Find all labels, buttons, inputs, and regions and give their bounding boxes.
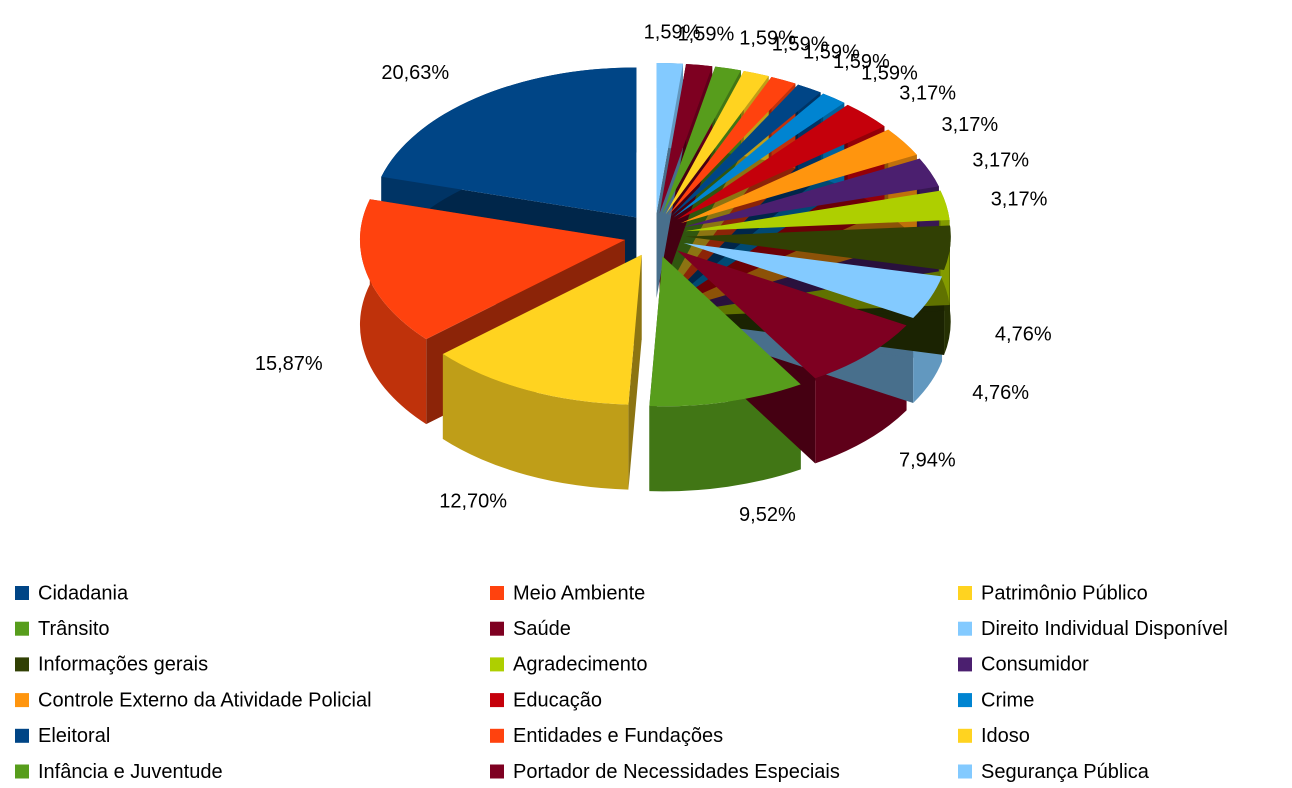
slice bbox=[685, 225, 951, 271]
slice bbox=[671, 84, 821, 217]
legend-label: Trânsito bbox=[38, 618, 110, 640]
legend-swatch bbox=[490, 586, 504, 600]
data-label: 1,59% bbox=[644, 22, 701, 44]
data-label: 12,70% bbox=[439, 490, 507, 512]
slice bbox=[649, 256, 801, 407]
slice bbox=[668, 77, 796, 216]
legend-item: Agradecimento bbox=[490, 654, 648, 676]
legend-swatch bbox=[15, 586, 29, 600]
legend-item: Direito Individual Disponível bbox=[958, 618, 1228, 640]
legend-label: Eleitoral bbox=[38, 725, 110, 747]
legend-item: Crime bbox=[958, 689, 1034, 711]
legend-label: Cidadania bbox=[38, 582, 129, 604]
legend-item: Cidadania bbox=[15, 582, 129, 604]
legend-item: Patrimônio Público bbox=[958, 582, 1148, 604]
slice bbox=[677, 104, 885, 220]
legend-label: Crime bbox=[981, 689, 1034, 711]
pie-tops bbox=[359, 63, 951, 407]
data-label: 3,17% bbox=[941, 114, 998, 136]
data-label: 3,17% bbox=[991, 188, 1048, 210]
legend-label: Idoso bbox=[981, 725, 1030, 747]
legend-label: Educação bbox=[513, 689, 602, 711]
legend-item: Meio Ambiente bbox=[490, 582, 645, 604]
slice bbox=[665, 71, 769, 215]
data-label: 3,17% bbox=[972, 150, 1029, 172]
slice bbox=[662, 66, 741, 214]
slice bbox=[359, 199, 625, 340]
data-label: 1,59% bbox=[739, 28, 796, 50]
slice bbox=[442, 254, 642, 405]
legend-label: Direito Individual Disponível bbox=[981, 618, 1228, 640]
data-label: 7,94% bbox=[899, 449, 956, 471]
legend-swatch bbox=[958, 621, 972, 636]
legend-label: Patrimônio Público bbox=[981, 582, 1148, 604]
slice bbox=[683, 158, 939, 227]
legend-label: Consumidor bbox=[981, 654, 1089, 676]
legend-swatch bbox=[15, 764, 29, 779]
legend-item: Consumidor bbox=[958, 654, 1089, 676]
legend-swatch bbox=[490, 764, 504, 779]
legend-swatch bbox=[490, 728, 504, 743]
data-label: 4,76% bbox=[972, 382, 1029, 404]
data-label: 3,17% bbox=[899, 82, 956, 104]
slice bbox=[677, 250, 907, 379]
legend-label: Controle Externo da Atividade Policial bbox=[38, 689, 372, 711]
legend-swatch bbox=[958, 693, 972, 708]
slice bbox=[381, 67, 637, 218]
data-label: 1,59% bbox=[772, 34, 829, 56]
legend-swatch bbox=[958, 728, 972, 743]
legend-label: Informações gerais bbox=[38, 654, 208, 676]
legend-swatch bbox=[15, 657, 29, 672]
data-label: 4,76% bbox=[995, 323, 1052, 345]
legend-swatch bbox=[958, 764, 972, 779]
legend-swatch bbox=[490, 621, 504, 636]
legend-swatch bbox=[490, 657, 504, 672]
legend-label: Agradecimento bbox=[513, 654, 648, 676]
slice bbox=[685, 190, 950, 232]
legend-item: Infância e Juventude bbox=[15, 761, 223, 783]
legend-item: Saúde bbox=[490, 618, 571, 640]
legend-label: Portador de Necessidades Especiais bbox=[513, 761, 840, 783]
data-label: 9,52% bbox=[739, 504, 796, 526]
slice bbox=[659, 63, 713, 214]
legend-swatch bbox=[15, 728, 29, 743]
legend-label: Saúde bbox=[513, 618, 571, 640]
legend-item: Portador de Necessidades Especiais bbox=[490, 761, 840, 783]
legend-item: Controle Externo da Atividade Policial bbox=[15, 689, 372, 711]
legend-swatch bbox=[15, 693, 29, 708]
data-label: 15,87% bbox=[255, 353, 323, 375]
data-label: 1,59% bbox=[803, 41, 860, 63]
slice bbox=[656, 63, 683, 214]
legend-swatch bbox=[490, 693, 504, 708]
data-label: 20,63% bbox=[381, 62, 449, 84]
slice-wall bbox=[442, 354, 629, 490]
legend-item: Segurança Pública bbox=[958, 761, 1150, 783]
legend-item: Educação bbox=[490, 689, 602, 711]
slice bbox=[673, 93, 845, 218]
slice-side bbox=[628, 254, 642, 490]
legend-item: Informações gerais bbox=[15, 654, 208, 676]
legend-item: Idoso bbox=[958, 725, 1030, 747]
data-label: 1,59% bbox=[678, 24, 735, 46]
legend-item: Trânsito bbox=[15, 618, 110, 640]
legend-item: Entidades e Fundações bbox=[490, 725, 723, 747]
legend-label: Meio Ambiente bbox=[513, 582, 645, 604]
data-label: 1,59% bbox=[833, 51, 890, 73]
legend-label: Entidades e Fundações bbox=[513, 725, 723, 747]
slice-wall bbox=[359, 199, 427, 425]
legend-swatch bbox=[958, 586, 972, 600]
legend-label: Segurança Pública bbox=[981, 761, 1150, 783]
pie-labels: 20,63% 15,87% 12,70% 9,52% 7,94% 4,76% 4,76% 3,… bbox=[255, 22, 1052, 527]
data-label: 1,59% bbox=[861, 62, 918, 84]
slice bbox=[680, 129, 917, 224]
slice bbox=[683, 243, 943, 319]
legend-swatch bbox=[15, 621, 29, 636]
legend-swatch bbox=[958, 657, 972, 672]
legend-item: Eleitoral bbox=[15, 725, 110, 747]
legend-label: Infância e Juventude bbox=[38, 761, 223, 783]
